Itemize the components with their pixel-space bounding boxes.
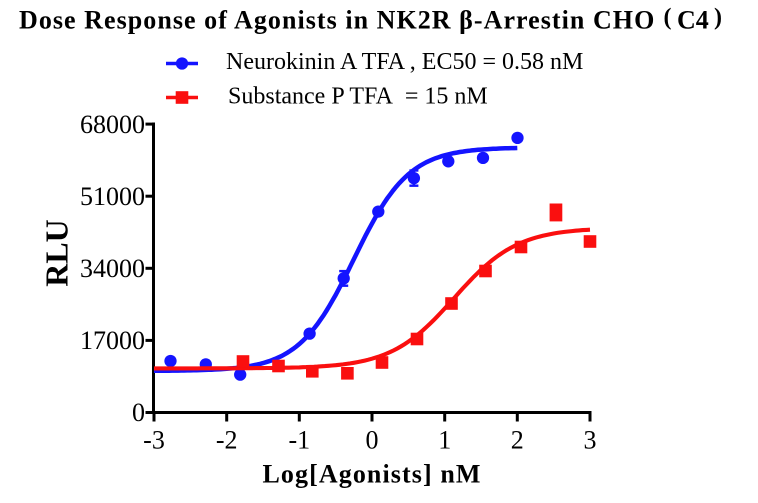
svg-text:Dose Response of Agonists in N: Dose Response of Agonists in NK2R β-Arre… [19, 5, 722, 35]
svg-text:17000: 17000 [80, 326, 145, 355]
svg-text:Substance P TFA = 15 nM: Substance P TFA = 15 nM [228, 84, 488, 110]
svg-text:3: 3 [584, 426, 597, 455]
svg-text:Log[Agonists] nM: Log[Agonists] nM [262, 459, 481, 488]
svg-text:-2: -2 [216, 426, 238, 455]
svg-text:0: 0 [366, 426, 379, 455]
svg-text:-1: -1 [288, 426, 310, 455]
svg-text:-3: -3 [143, 426, 165, 455]
svg-text:0: 0 [132, 398, 145, 427]
svg-text:68000: 68000 [80, 110, 145, 139]
svg-text:Neurokinin A TFA , EC50 = 0.58: Neurokinin A TFA , EC50 = 0.58 nM [226, 49, 583, 75]
svg-text:RLU: RLU [39, 219, 75, 287]
svg-text:1: 1 [438, 426, 451, 455]
svg-text:2: 2 [511, 426, 524, 455]
svg-text:51000: 51000 [80, 182, 145, 211]
svg-text:34000: 34000 [80, 254, 145, 283]
